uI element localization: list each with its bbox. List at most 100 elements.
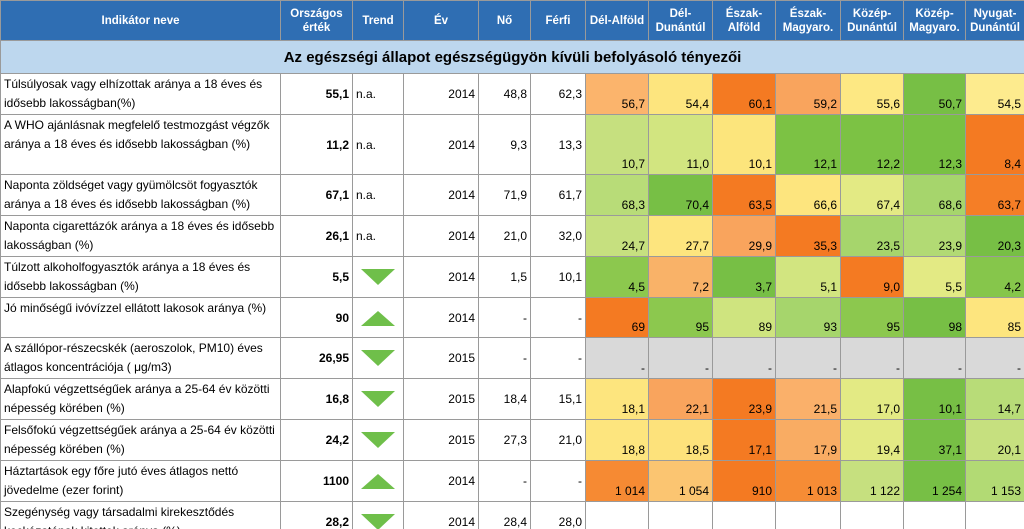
region-value: 56,7: [585, 73, 649, 115]
trend-arrow: [361, 432, 395, 448]
region-value: 12,2: [840, 114, 904, 175]
region-value: 55,6: [840, 73, 904, 115]
region-value: -: [965, 337, 1024, 379]
year: 2014: [403, 174, 479, 216]
region-value: 11,0: [648, 114, 713, 175]
indicator-row: Túlzott alkoholfogyasztók aránya a 18 év…: [0, 256, 1024, 298]
region-value: 54,4: [648, 73, 713, 115]
year: 2014: [403, 460, 479, 502]
national-value: 5,5: [280, 256, 353, 298]
arrow-shape: [361, 350, 395, 366]
national-value: 11,2: [280, 114, 353, 175]
indicator-row: Naponta cigarettázók aránya a 18 éves és…: [0, 215, 1024, 257]
indicator-row: Jó minőségű ivóvízzel ellátott lakosok a…: [0, 297, 1024, 338]
female-value: 48,8: [478, 73, 531, 115]
region-value: 4,2: [965, 256, 1024, 298]
indicator-row: Felsőfokú végzettségűek aránya a 25-64 é…: [0, 419, 1024, 461]
male-value: 21,0: [530, 419, 586, 461]
region-value: 98: [903, 297, 966, 338]
year: 2015: [403, 378, 479, 420]
region-value: 12,3: [903, 114, 966, 175]
indicator-row: A WHO ajánlásnak megfelelő testmozgást v…: [0, 114, 1024, 175]
year: 2015: [403, 337, 479, 379]
male-value: 28,0: [530, 501, 586, 529]
region-value: 3,7: [712, 256, 776, 298]
region-value: -: [712, 501, 776, 529]
female-value: 28,4: [478, 501, 531, 529]
region-value: 50,7: [903, 73, 966, 115]
region-value: 1 054: [648, 460, 713, 502]
region-value: -: [840, 337, 904, 379]
male-value: 32,0: [530, 215, 586, 257]
region-value: -: [648, 337, 713, 379]
region-value: 10,7: [585, 114, 649, 175]
column-header: Férfi: [530, 0, 586, 41]
trend: [352, 460, 404, 502]
arrow-shape: [361, 310, 395, 326]
region-value: 1 122: [840, 460, 904, 502]
region-value: 68,3: [585, 174, 649, 216]
year: 2014: [403, 215, 479, 257]
indicator-row: Szegénység vagy társadalmi kirekesztődés…: [0, 501, 1024, 529]
column-header: Nyugat-Dunántúl: [965, 0, 1024, 41]
region-value: -: [903, 337, 966, 379]
trend: [352, 337, 404, 379]
region-value: 69: [585, 297, 649, 338]
female-value: 21,0: [478, 215, 531, 257]
region-value: 1 013: [775, 460, 841, 502]
indicator-name: Szegénység vagy társadalmi kirekesztődés…: [0, 501, 281, 529]
section-row: Az egészségi állapot egészségügyön kívül…: [0, 40, 1024, 74]
region-value: 70,4: [648, 174, 713, 216]
region-value: 5,1: [775, 256, 841, 298]
indicator-row: Háztartások egy főre jutó éves átlagos n…: [0, 460, 1024, 502]
female-value: -: [478, 460, 531, 502]
national-value: 26,1: [280, 215, 353, 257]
region-value: 66,6: [775, 174, 841, 216]
region-value: 60,1: [712, 73, 776, 115]
trend-arrow: [361, 514, 395, 529]
region-value: 8,4: [965, 114, 1024, 175]
region-value: 20,1: [965, 419, 1024, 461]
region-value: -: [965, 501, 1024, 529]
trend: [352, 297, 404, 338]
trend-arrow: [361, 391, 395, 407]
arrow-shape: [361, 269, 395, 285]
region-value: 22,1: [648, 378, 713, 420]
region-value: 68,6: [903, 174, 966, 216]
trend: n.a.: [352, 174, 404, 216]
column-header: Észak-Alföld: [712, 0, 776, 41]
national-value: 24,2: [280, 419, 353, 461]
indicator-name: Túlzott alkoholfogyasztók aránya a 18 év…: [0, 256, 281, 298]
region-value: 20,3: [965, 215, 1024, 257]
region-value: 5,5: [903, 256, 966, 298]
indicator-row: A szállópor-részecskék (aeroszolok, PM10…: [0, 337, 1024, 379]
indicator-name: Naponta cigarettázók aránya a 18 éves és…: [0, 215, 281, 257]
region-value: -: [775, 501, 841, 529]
column-header: Dél-Alföld: [585, 0, 649, 41]
indicator-name: Felsőfokú végzettségűek aránya a 25-64 é…: [0, 419, 281, 461]
region-value: -: [648, 501, 713, 529]
region-value: 21,5: [775, 378, 841, 420]
region-value: 23,9: [712, 378, 776, 420]
region-value: 93: [775, 297, 841, 338]
region-value: 19,4: [840, 419, 904, 461]
region-value: 37,1: [903, 419, 966, 461]
female-value: 1,5: [478, 256, 531, 298]
region-value: 14,7: [965, 378, 1024, 420]
male-value: 10,1: [530, 256, 586, 298]
indicator-name: Háztartások egy főre jutó éves átlagos n…: [0, 460, 281, 502]
female-value: 9,3: [478, 114, 531, 175]
column-header: Indikátor neve: [0, 0, 281, 41]
region-value: 63,7: [965, 174, 1024, 216]
column-header: Közép-Dunántúl: [840, 0, 904, 41]
arrow-shape: [361, 514, 395, 529]
female-value: -: [478, 297, 531, 338]
national-value: 16,8: [280, 378, 353, 420]
region-value: 9,0: [840, 256, 904, 298]
female-value: 18,4: [478, 378, 531, 420]
year: 2014: [403, 114, 479, 175]
trend: [352, 378, 404, 420]
column-header: Dél-Dunántúl: [648, 0, 713, 41]
national-value: 28,2: [280, 501, 353, 529]
region-value: 29,9: [712, 215, 776, 257]
